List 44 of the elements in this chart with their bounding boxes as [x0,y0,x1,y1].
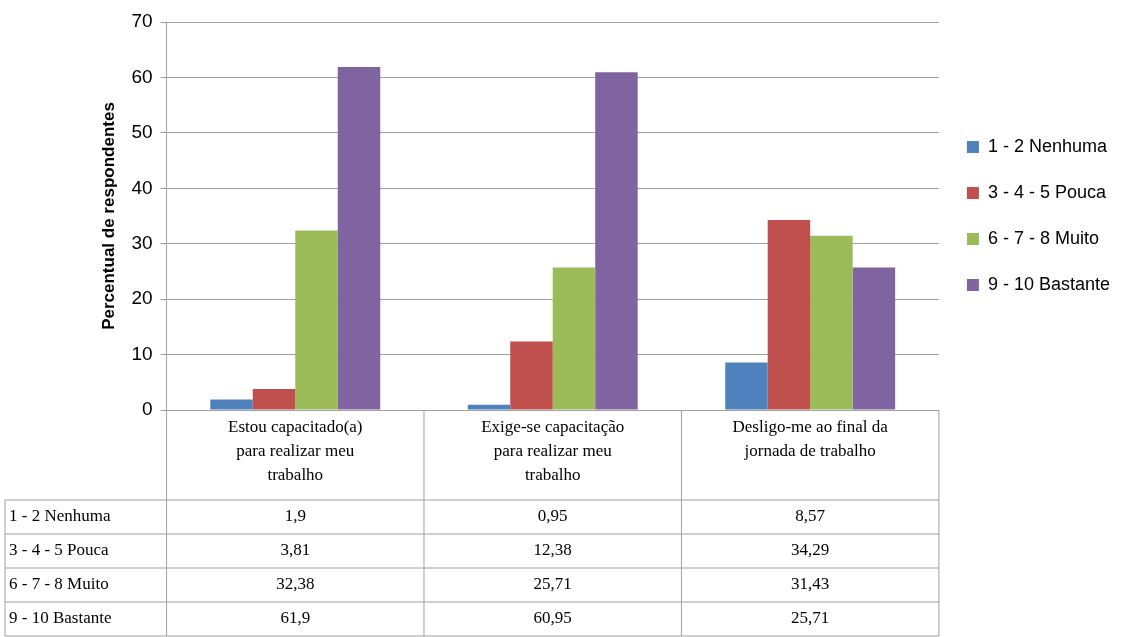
y-tick-label: 40 [131,176,153,198]
y-tick-label: 60 [131,65,153,87]
data-label: 8,57 [795,506,826,526]
bar [595,72,638,410]
legend-label: 1 - 2 Nenhuma [987,135,1108,156]
data-label: 60,95 [533,608,572,628]
bar [767,219,811,410]
data-label: 25,71 [533,574,572,594]
data-label: 61,9 [280,608,311,628]
x-tick-label: Desligo-me ao final da jornada de trabalho [732,417,889,461]
bar [510,341,553,410]
y-tick-label: 0 [141,398,153,420]
data-label: 3,81 [280,540,311,560]
text: 6 - 7 - 8 Muito [9,574,109,594]
bar [552,267,596,410]
legend-label: 6 - 7 - 8 Muito [987,227,1099,248]
data-label: 0,95 [537,506,568,526]
text: 3 - 4 - 5 Pouca [9,540,109,560]
bar [725,362,768,410]
y-tick-label: 30 [131,231,153,253]
bar [252,388,296,410]
data-label: 32,38 [276,574,315,594]
bar [810,235,853,410]
y-axis-title: Percentual de respondentes [98,102,118,330]
bar [210,399,253,410]
y-tick-label: 10 [131,342,153,364]
bar [337,66,381,410]
y-tick-label: 20 [131,287,153,309]
bar [467,404,511,410]
text: 9 - 10 Bastante [9,608,112,628]
data-label: 31,43 [791,574,830,594]
x-tick-label: Exige-se capacitação para realizar meu trabalho [481,417,625,485]
legend-label: 9 - 10 Bastante [987,273,1111,294]
text: 1 - 2 Nenhuma [9,506,111,526]
legend-label: 3 - 4 - 5 Pouca [987,181,1107,202]
bar [852,267,896,410]
bar [295,230,338,410]
data-label: 34,29 [791,540,830,560]
y-tick-label: 70 [131,10,153,32]
y-tick-label: 50 [131,121,153,143]
data-label: 12,38 [533,540,572,560]
data-label: 1,9 [284,506,306,526]
data-label: 25,71 [791,608,830,628]
x-tick-label: Estou capacitado(a) para realizar meu trabalho [228,417,363,485]
